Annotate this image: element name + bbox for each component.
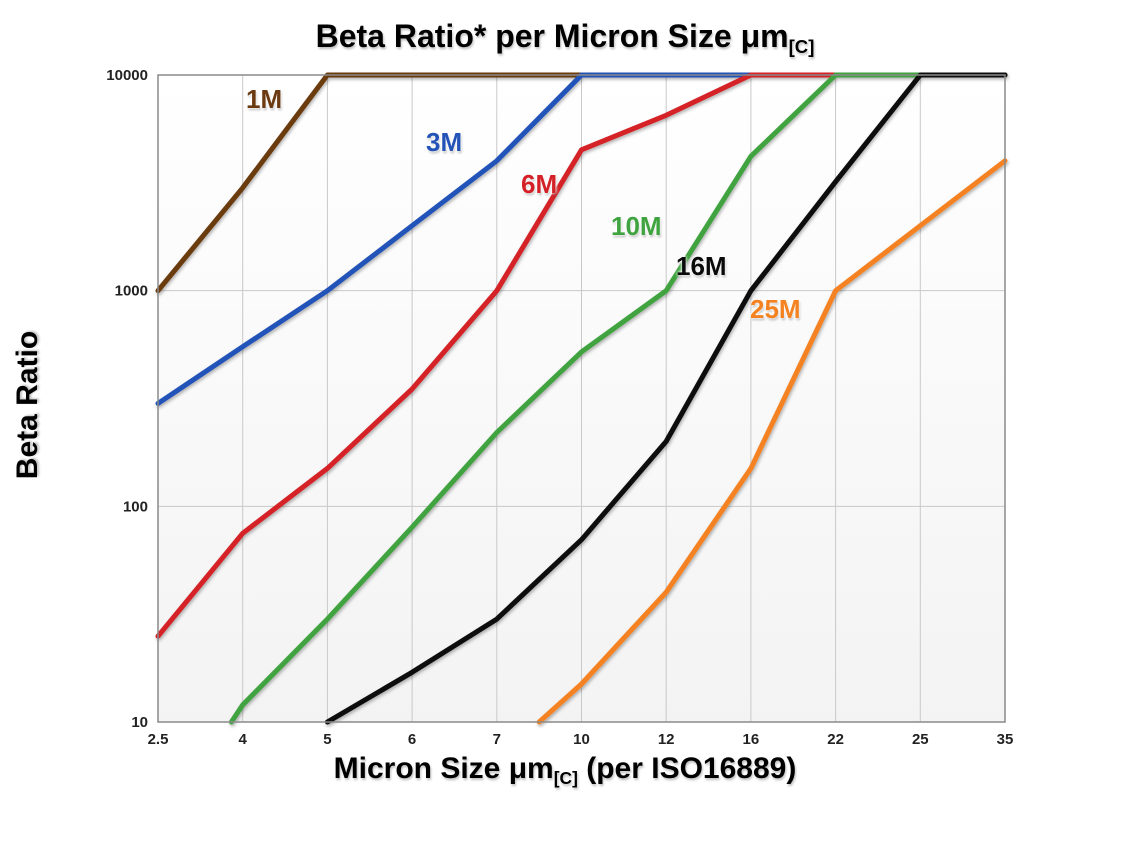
x-tick-label: 2.5 (148, 731, 169, 748)
x-tick-label: 7 (493, 731, 501, 748)
y-tick-label: 1000 (115, 283, 148, 300)
y-tick-label: 100 (123, 498, 148, 515)
x-tick-label: 16 (743, 731, 760, 748)
x-tick-label: 35 (997, 731, 1014, 748)
x-axis-title-main: Micron Size μm (333, 752, 554, 785)
x-tick-label: 6 (408, 731, 416, 748)
x-axis-title: Micron Size μm[C] (per ISO16889) (0, 752, 1130, 789)
series-label-3M: 3M (426, 127, 463, 157)
x-tick-label: 22 (827, 731, 844, 748)
series-label-25M: 25M (750, 294, 801, 324)
chart-title-subscript: [C] (788, 36, 815, 58)
series-label-6M: 6M (521, 169, 558, 199)
series-label-1M: 1M (246, 84, 283, 114)
series-line-6M (155, 72, 1008, 639)
x-axis-title-rest: (per ISO16889) (577, 752, 797, 785)
x-tick-label: 25 (912, 731, 929, 748)
y-tick-label: 10 (131, 714, 148, 731)
x-tick-label: 10 (573, 731, 590, 748)
series-line-16M (324, 72, 1008, 725)
series-label-10M: 10M (611, 211, 662, 241)
x-tick-label: 12 (658, 731, 675, 748)
series-line-10M (228, 72, 1008, 725)
series-label-16M: 16M (676, 251, 727, 281)
series-line-25M (536, 158, 1008, 725)
y-tick-label: 10000 (106, 67, 148, 84)
x-tick-label: 5 (323, 731, 331, 748)
x-tick-label: 4 (239, 731, 248, 748)
chart-title-main: Beta Ratio* per Micron Size μm (315, 18, 789, 54)
plot-frame (157, 74, 1006, 723)
x-axis-title-subscript: [C] (553, 768, 578, 789)
chart-title: Beta Ratio* per Micron Size μm[C] (0, 18, 1130, 58)
